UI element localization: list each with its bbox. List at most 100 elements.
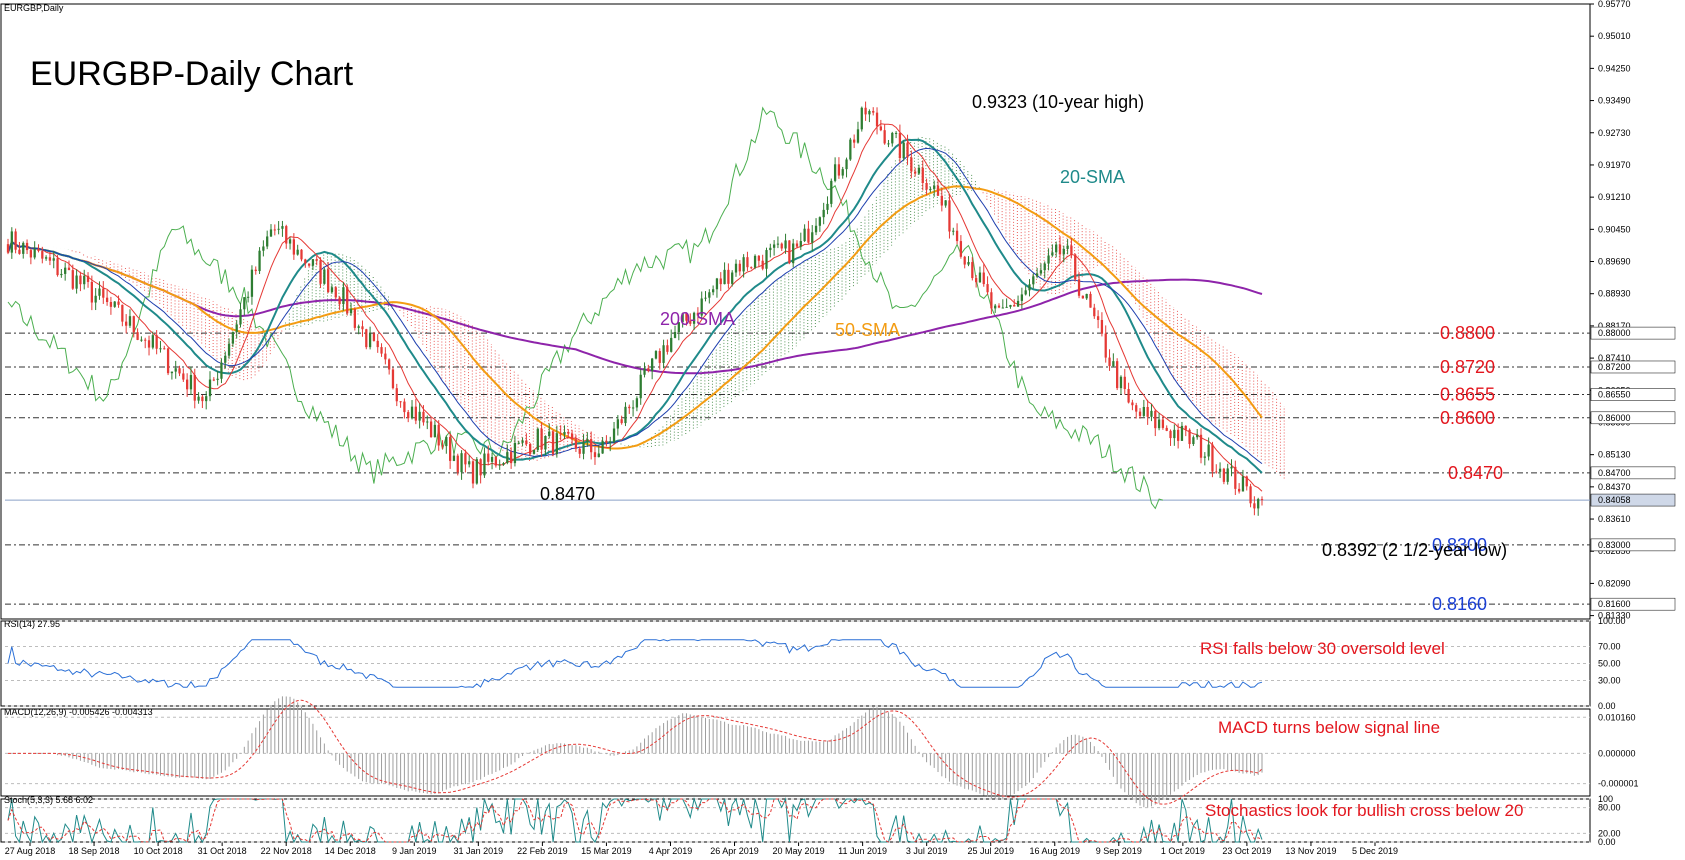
- price-tick-label: 0.88170: [1598, 321, 1631, 331]
- candle-body: [875, 112, 879, 127]
- candle-body: [323, 269, 326, 284]
- candle-body: [1035, 273, 1039, 277]
- rsi-panel: 100.00 70.00 50.00 30.00 0.00: [5, 616, 1626, 711]
- candle-body: [342, 287, 345, 305]
- candle-body: [1157, 419, 1161, 429]
- candle-body: [441, 445, 444, 447]
- candle-body: [1196, 434, 1199, 438]
- candle-body: [521, 440, 524, 443]
- rsi-line: [7, 639, 1263, 688]
- candle-body: [1188, 429, 1191, 445]
- candle-body: [487, 453, 490, 462]
- candle-body: [799, 241, 802, 247]
- candle-body: [906, 142, 909, 158]
- candle-body: [353, 309, 356, 328]
- candle-body: [1184, 425, 1187, 430]
- candle-body: [708, 292, 711, 298]
- candle-body: [208, 379, 212, 397]
- level-axis-box: [1590, 388, 1676, 401]
- annotation-0.8470-low: 0.8470: [540, 484, 595, 504]
- candle-body: [944, 200, 947, 206]
- price-tick-label: 0.87410: [1598, 353, 1631, 363]
- candle-body: [551, 431, 555, 455]
- level-axis-box: [1590, 411, 1676, 425]
- candle-body: [1016, 300, 1020, 307]
- chikou-span-line: [7, 106, 1164, 510]
- price-tick-label: 0.85130: [1598, 450, 1631, 460]
- candle-body: [105, 297, 109, 303]
- candle-body: [1211, 444, 1214, 472]
- candle-body: [189, 375, 193, 390]
- candle-body: [1081, 295, 1084, 299]
- candle-body: [464, 453, 467, 465]
- candle-body: [1077, 279, 1081, 296]
- candle-body: [1192, 437, 1195, 445]
- time-tick-label: 14 Dec 2018: [325, 846, 376, 856]
- candle-body: [109, 302, 113, 307]
- price-tick-label: 0.91970: [1598, 160, 1631, 170]
- level-label: 0.8470: [1448, 463, 1503, 483]
- candle-body: [833, 164, 837, 181]
- tenkan-line: [7, 123, 1263, 492]
- candle-body: [460, 453, 463, 473]
- candle-body: [205, 396, 208, 402]
- candle-body: [376, 340, 379, 348]
- candle-body: [1043, 263, 1046, 271]
- annotation-10-year-high: 0.9323 (10-year high): [972, 92, 1144, 112]
- level-axis-label: 0.84700: [1598, 468, 1631, 478]
- candle-body: [917, 167, 921, 174]
- stoch-k-line: [7, 797, 1263, 844]
- candle-body: [1234, 466, 1237, 489]
- candle-body: [48, 257, 52, 261]
- time-tick-label: 10 Oct 2018: [134, 846, 183, 856]
- time-tick-label: 26 Apr 2019: [710, 846, 759, 856]
- price-tick-label: 0.93490: [1598, 96, 1631, 106]
- indicator-tick-label: 0.00: [1598, 701, 1616, 711]
- candle-body: [902, 142, 905, 159]
- candle-body: [246, 296, 250, 298]
- candle-body: [212, 379, 215, 381]
- candle-body: [1055, 244, 1058, 253]
- candle-body: [971, 262, 974, 279]
- candle-body: [468, 461, 471, 465]
- time-tick-label: 1 Oct 2019: [1161, 846, 1205, 856]
- candle-body: [570, 433, 574, 440]
- candle-body: [647, 368, 650, 372]
- candle-body: [1142, 406, 1145, 416]
- macd-tick-label: 0.010160: [1598, 712, 1636, 722]
- candle-body: [586, 439, 589, 443]
- candle-body: [750, 267, 753, 269]
- price-tick-label: 0.91210: [1598, 192, 1631, 202]
- candle-body: [700, 298, 703, 316]
- candle-body: [60, 273, 63, 276]
- candle-body: [1058, 244, 1062, 255]
- level-axis-label: 0.81600: [1598, 599, 1631, 609]
- time-tick-label: 25 Jul 2019: [967, 846, 1014, 856]
- candle-body: [14, 231, 17, 250]
- candle-body: [315, 259, 318, 261]
- candle-body: [250, 269, 254, 297]
- candle-body: [433, 424, 437, 438]
- candle-body: [845, 159, 848, 170]
- candle-body: [197, 396, 200, 401]
- candle-body: [731, 272, 734, 284]
- price-tick-label: 0.92730: [1598, 128, 1631, 138]
- candle-body: [262, 246, 265, 251]
- candle-body: [868, 110, 871, 115]
- candle-body: [338, 297, 341, 305]
- candle-body: [841, 169, 844, 176]
- candle-body: [1257, 499, 1260, 509]
- candle-body: [6, 244, 10, 253]
- candle-body: [151, 335, 154, 348]
- candle-body: [826, 203, 829, 210]
- candle-body: [544, 436, 547, 450]
- time-tick-label: 31 Oct 2018: [198, 846, 247, 856]
- stoch-tick-label: 100: [1598, 794, 1613, 804]
- candle-body: [689, 320, 692, 324]
- candle-body: [955, 230, 959, 242]
- candle-body: [1074, 254, 1077, 280]
- level-axis-box: [1590, 538, 1676, 552]
- candle-body: [761, 260, 764, 269]
- price-tick-label: 0.84370: [1598, 482, 1631, 492]
